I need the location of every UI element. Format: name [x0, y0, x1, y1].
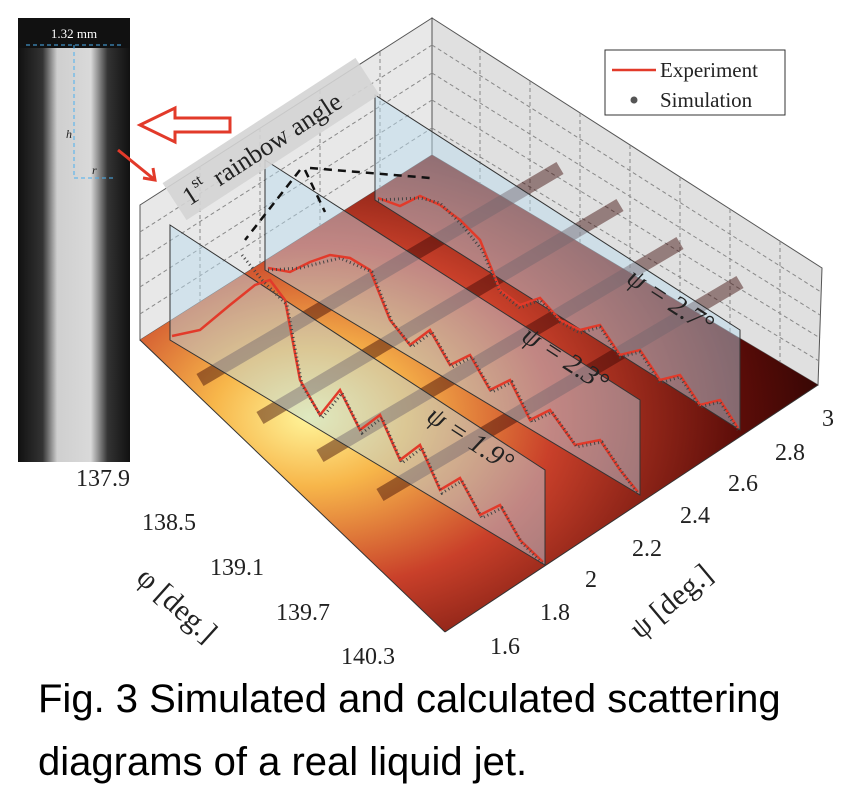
curves	[171, 166, 740, 566]
psi-axis-label: ψ [deg.]	[623, 558, 719, 646]
psi-tick: 2.2	[632, 536, 662, 562]
phi-tick: 139.1	[210, 555, 264, 581]
legend: Experiment Simulation	[604, 49, 786, 116]
h-label: h	[66, 127, 72, 141]
psi-tick: 2.8	[775, 440, 805, 466]
psi-tick: 2	[585, 567, 597, 593]
psi-tick: 1.6	[490, 634, 520, 660]
phi-tick: 137.9	[76, 466, 130, 492]
phi-tick: 139.7	[276, 600, 330, 626]
legend-simulation: Simulation	[660, 88, 753, 112]
psi-tick: 2.4	[680, 503, 710, 529]
phi-tick: 140.3	[341, 644, 395, 670]
scale-label: 1.32 mm	[51, 26, 97, 41]
psi-tick: 2.6	[728, 471, 758, 497]
psi-tick: 3	[822, 406, 834, 432]
r-label: r	[92, 163, 97, 177]
heatmap	[140, 155, 818, 632]
phi-tick: 138.5	[142, 510, 196, 536]
psi-tick: 1.8	[540, 600, 570, 626]
rainbow-text: rainbow	[230, 489, 311, 554]
caption-line: Fig. 3 Simulated and calculated scatteri…	[38, 677, 781, 721]
legend-experiment: Experiment	[660, 58, 758, 82]
caption-line: diagrams of a real liquid jet.	[38, 740, 527, 784]
inset-photo: 1.32 mm h r	[18, 18, 232, 462]
